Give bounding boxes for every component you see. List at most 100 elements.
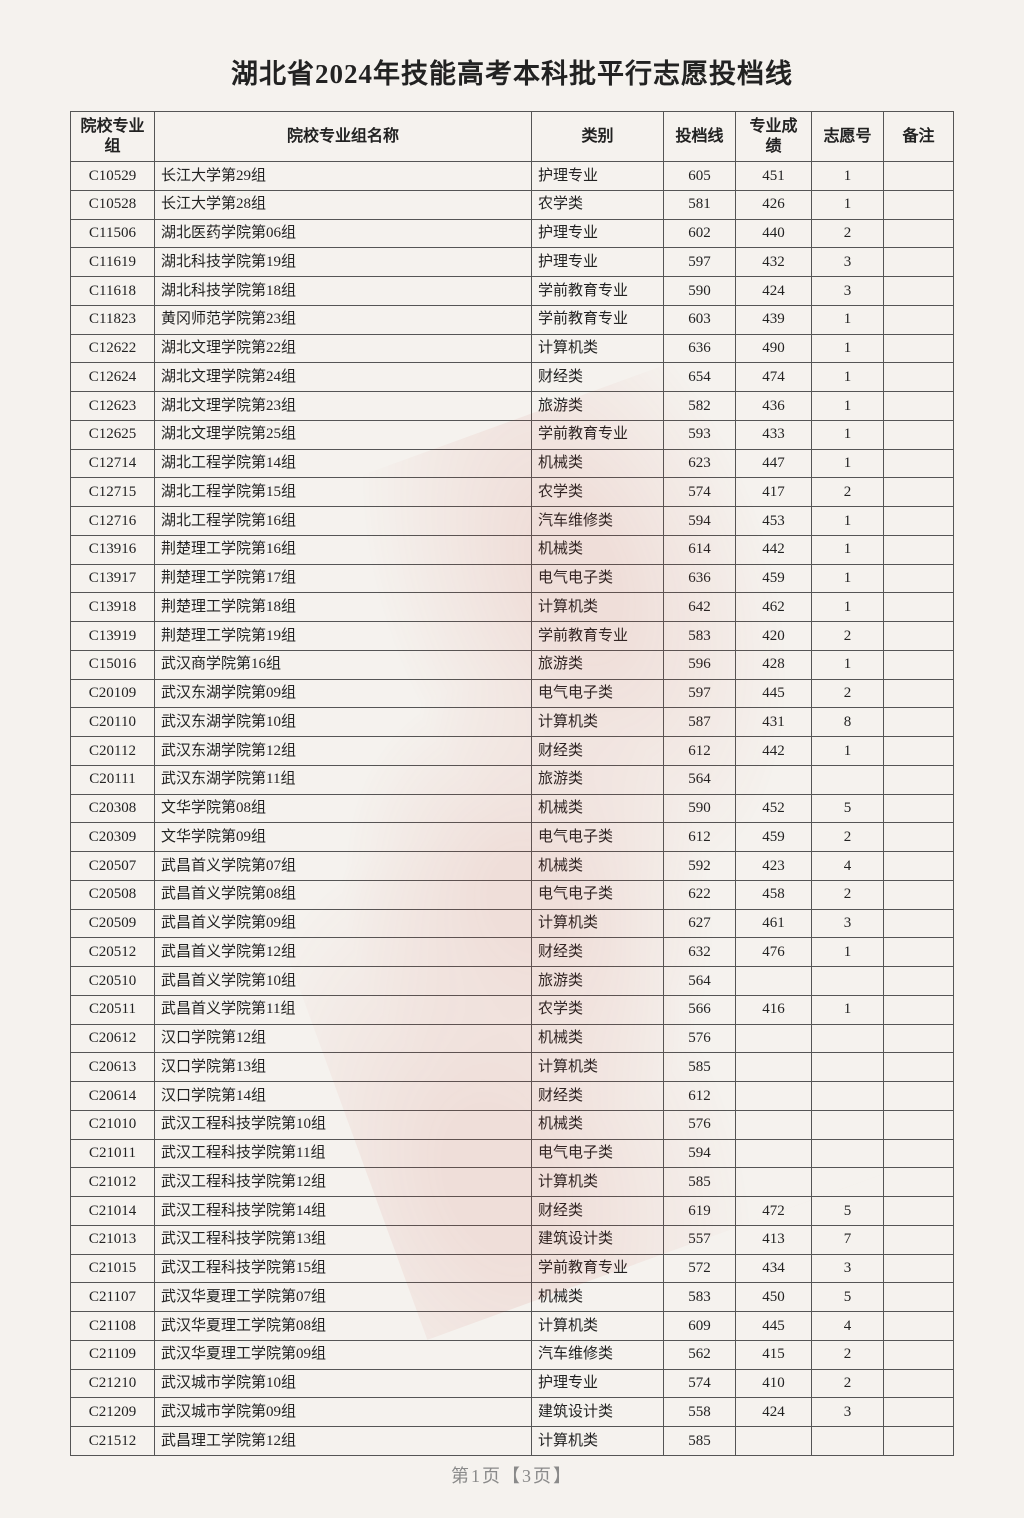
cell-note — [884, 823, 954, 852]
cell-wish — [812, 1024, 884, 1053]
cell-prof — [736, 1024, 812, 1053]
cell-cat: 农学类 — [532, 478, 664, 507]
cell-score: 636 — [664, 334, 736, 363]
cell-note — [884, 449, 954, 478]
cell-wish: 1 — [812, 564, 884, 593]
cell-score: 582 — [664, 392, 736, 421]
cell-code: C20309 — [71, 823, 155, 852]
cell-score: 583 — [664, 622, 736, 651]
cell-code: C12624 — [71, 363, 155, 392]
cell-score: 594 — [664, 1139, 736, 1168]
cell-score: 612 — [664, 1082, 736, 1111]
cell-score: 564 — [664, 765, 736, 794]
table-row: C20308文华学院第08组机械类5904525 — [71, 794, 954, 823]
cell-cat: 机械类 — [532, 535, 664, 564]
cell-cat: 护理专业 — [532, 162, 664, 191]
cell-code: C13917 — [71, 564, 155, 593]
cell-wish: 8 — [812, 708, 884, 737]
cell-note — [884, 1398, 954, 1427]
cell-prof: 450 — [736, 1283, 812, 1312]
table-row: C21109武汉华夏理工学院第09组汽车维修类5624152 — [71, 1340, 954, 1369]
table-row: C12715湖北工程学院第15组农学类5744172 — [71, 478, 954, 507]
cell-code: C20110 — [71, 708, 155, 737]
cell-cat: 学前教育专业 — [532, 277, 664, 306]
cell-score: 566 — [664, 995, 736, 1024]
cell-cat: 旅游类 — [532, 967, 664, 996]
cell-wish: 5 — [812, 1197, 884, 1226]
cell-cat: 学前教育专业 — [532, 305, 664, 334]
table-row: C21011武汉工程科技学院第11组电气电子类594 — [71, 1139, 954, 1168]
cell-wish — [812, 1082, 884, 1111]
cell-code: C12623 — [71, 392, 155, 421]
cell-score: 632 — [664, 938, 736, 967]
cell-wish: 1 — [812, 737, 884, 766]
cell-code: C10528 — [71, 190, 155, 219]
cell-cat: 旅游类 — [532, 765, 664, 794]
cell-name: 武汉华夏理工学院第08组 — [155, 1312, 532, 1341]
cell-code: C21011 — [71, 1139, 155, 1168]
cell-score: 603 — [664, 305, 736, 334]
cell-score: 654 — [664, 363, 736, 392]
cell-code: C11823 — [71, 305, 155, 334]
cell-wish: 3 — [812, 1254, 884, 1283]
cell-note — [884, 1340, 954, 1369]
table-row: C20509武昌首义学院第09组计算机类6274613 — [71, 909, 954, 938]
table-row: C10529长江大学第29组护理专业6054511 — [71, 162, 954, 191]
cell-score: 612 — [664, 823, 736, 852]
cell-note — [884, 334, 954, 363]
cell-name: 湖北科技学院第18组 — [155, 277, 532, 306]
cell-code: C12622 — [71, 334, 155, 363]
cell-wish: 1 — [812, 593, 884, 622]
cell-wish: 5 — [812, 1283, 884, 1312]
cell-score: 592 — [664, 852, 736, 881]
cell-cat: 计算机类 — [532, 909, 664, 938]
cell-cat: 旅游类 — [532, 392, 664, 421]
table-row: C12625湖北文理学院第25组学前教育专业5934331 — [71, 420, 954, 449]
cell-cat: 学前教育专业 — [532, 1254, 664, 1283]
cell-prof: 428 — [736, 650, 812, 679]
cell-name: 湖北工程学院第15组 — [155, 478, 532, 507]
cell-cat: 计算机类 — [532, 1312, 664, 1341]
cell-cat: 机械类 — [532, 794, 664, 823]
cell-cat: 学前教育专业 — [532, 420, 664, 449]
cell-wish: 1 — [812, 305, 884, 334]
cell-prof: 426 — [736, 190, 812, 219]
table-row: C21013武汉工程科技学院第13组建筑设计类5574137 — [71, 1225, 954, 1254]
cell-wish: 1 — [812, 535, 884, 564]
cell-name: 武汉商学院第16组 — [155, 650, 532, 679]
cell-score: 594 — [664, 507, 736, 536]
cell-note — [884, 1110, 954, 1139]
cell-name: 武汉城市学院第09组 — [155, 1398, 532, 1427]
cell-wish: 1 — [812, 995, 884, 1024]
cell-cat: 农学类 — [532, 190, 664, 219]
cell-score: 574 — [664, 478, 736, 507]
cell-name: 武汉东湖学院第09组 — [155, 679, 532, 708]
cell-note — [884, 190, 954, 219]
cell-name: 武汉工程科技学院第11组 — [155, 1139, 532, 1168]
cell-code: C12716 — [71, 507, 155, 536]
cell-wish: 2 — [812, 880, 884, 909]
cell-name: 武汉工程科技学院第10组 — [155, 1110, 532, 1139]
cell-wish — [812, 1110, 884, 1139]
cell-name: 长江大学第29组 — [155, 162, 532, 191]
cell-wish: 4 — [812, 1312, 884, 1341]
cell-code: C11619 — [71, 248, 155, 277]
cell-prof: 439 — [736, 305, 812, 334]
cell-prof — [736, 1139, 812, 1168]
cell-code: C21210 — [71, 1369, 155, 1398]
cell-score: 636 — [664, 564, 736, 593]
cell-code: C20612 — [71, 1024, 155, 1053]
cell-cat: 财经类 — [532, 737, 664, 766]
cell-name: 汉口学院第14组 — [155, 1082, 532, 1111]
table-body: C10529长江大学第29组护理专业6054511C10528长江大学第28组农… — [71, 162, 954, 1456]
cell-prof: 431 — [736, 708, 812, 737]
cell-wish: 1 — [812, 162, 884, 191]
cell-prof: 423 — [736, 852, 812, 881]
cell-cat: 电气电子类 — [532, 1139, 664, 1168]
table-row: C13917荆楚理工学院第17组电气电子类6364591 — [71, 564, 954, 593]
cell-cat: 电气电子类 — [532, 564, 664, 593]
cell-wish: 3 — [812, 1398, 884, 1427]
cell-cat: 计算机类 — [532, 1168, 664, 1197]
cell-wish — [812, 765, 884, 794]
cell-note — [884, 1082, 954, 1111]
